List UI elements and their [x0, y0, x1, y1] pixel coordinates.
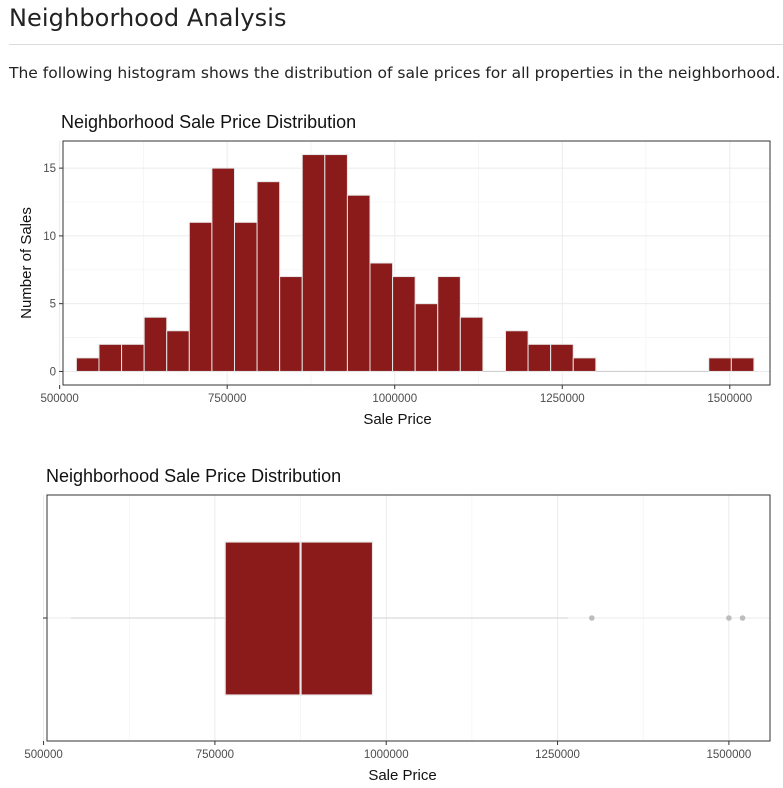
- y-tick-label: 15: [43, 163, 56, 175]
- histogram-bar: [459, 316, 484, 372]
- box-iqr: [224, 541, 374, 696]
- title-divider: [9, 44, 783, 45]
- histogram-bar: [166, 330, 190, 372]
- histogram-bar: [121, 343, 145, 372]
- x-tick-label: 750000: [208, 393, 246, 405]
- histogram-bar: [392, 276, 416, 372]
- histogram-bar: [279, 276, 303, 372]
- histogram-bar: [437, 276, 461, 372]
- histogram-chart: Neighborhood Sale Price Distribution 5000…: [18, 112, 771, 428]
- histogram-bar: [301, 154, 326, 372]
- chart-title: Neighborhood Sale Price Distribution: [46, 466, 341, 486]
- histogram-bar: [346, 194, 371, 372]
- x-tick-label: 750000: [196, 749, 234, 761]
- x-axis-label: Sale Price: [363, 411, 431, 428]
- x-tick-label: 1000000: [372, 393, 417, 405]
- x-tick-label: 500000: [24, 749, 62, 761]
- histogram-bar: [572, 357, 597, 372]
- histogram-bar: [708, 357, 732, 372]
- boxplot-chart: Neighborhood Sale Price Distribution 5000…: [24, 466, 771, 784]
- histogram-bar: [369, 262, 394, 372]
- histogram-bar: [98, 343, 123, 372]
- histogram-bar: [550, 343, 574, 372]
- y-tick-label: 0: [50, 366, 56, 378]
- histogram-bar: [188, 221, 213, 372]
- histogram-bar: [730, 357, 755, 372]
- histogram-bar: [211, 167, 235, 372]
- x-tick-label: 1250000: [535, 749, 580, 761]
- x-tick-label: 1500000: [706, 749, 751, 761]
- y-tick-label: 10: [43, 231, 56, 243]
- intro-text: The following histogram shows the distri…: [9, 64, 781, 82]
- x-tick-label: 500000: [40, 393, 78, 405]
- histogram-bar: [504, 330, 529, 372]
- outlier-point: [726, 615, 732, 621]
- y-axis-label: Number of Sales: [18, 207, 35, 319]
- outlier-point: [589, 615, 595, 621]
- panel-border: [62, 140, 771, 386]
- x-tick-label: 1000000: [364, 749, 409, 761]
- x-axis-label: Sale Price: [368, 767, 436, 784]
- histogram-bar: [143, 316, 168, 372]
- histogram-bar: [414, 303, 439, 372]
- x-tick-label: 1250000: [540, 393, 585, 405]
- histogram-bar: [527, 343, 552, 372]
- x-tick-label: 1500000: [707, 393, 752, 405]
- page-title: Neighborhood Analysis: [9, 4, 287, 32]
- histogram-bar: [233, 221, 258, 372]
- y-tick-label: 5: [50, 299, 56, 311]
- histogram-bar: [75, 357, 100, 372]
- chart-title: Neighborhood Sale Price Distribution: [61, 112, 356, 132]
- histogram-bar: [324, 154, 348, 372]
- histogram-bar: [256, 181, 281, 372]
- outlier-point: [739, 615, 746, 621]
